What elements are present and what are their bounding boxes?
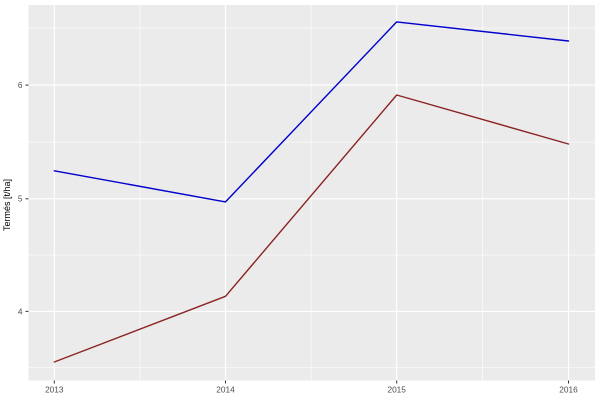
svg-text:2016: 2016 bbox=[559, 385, 578, 395]
svg-text:2014: 2014 bbox=[216, 385, 235, 395]
svg-text:Termés [t/ha]: Termés [t/ha] bbox=[2, 179, 12, 231]
svg-text:5: 5 bbox=[18, 194, 23, 204]
svg-text:4: 4 bbox=[18, 306, 23, 316]
svg-text:6: 6 bbox=[18, 80, 23, 90]
svg-text:2015: 2015 bbox=[387, 385, 406, 395]
svg-text:2013: 2013 bbox=[45, 385, 64, 395]
